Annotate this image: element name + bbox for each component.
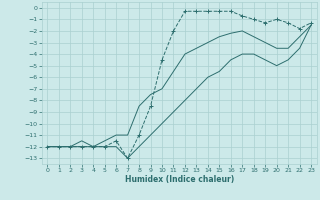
X-axis label: Humidex (Indice chaleur): Humidex (Indice chaleur) bbox=[124, 175, 234, 184]
